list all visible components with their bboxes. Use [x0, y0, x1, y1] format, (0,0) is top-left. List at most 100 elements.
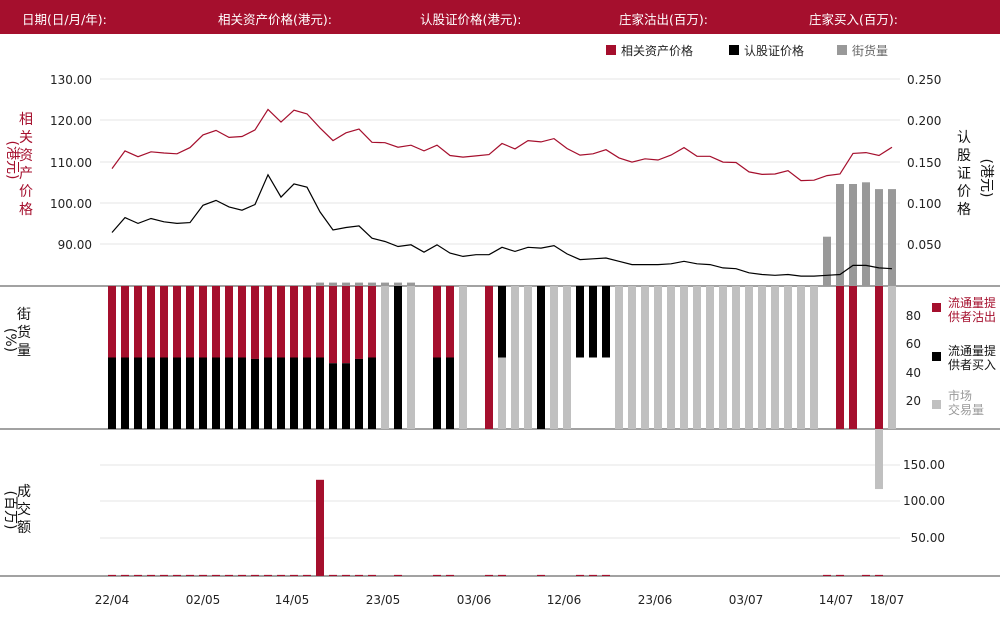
legend-mm-sell-label: 流通量提: [948, 295, 996, 310]
warrant-price-label: 认股证价格(港元):: [420, 12, 522, 27]
mm-sell-bar: [485, 286, 493, 429]
turnover-tick: 150.00: [903, 458, 945, 472]
right-axis-title-char: 股: [957, 148, 971, 164]
x-tick: 23/05: [366, 593, 401, 607]
turnover-bar: [316, 479, 324, 576]
mm-sell-bar: [836, 286, 844, 429]
market-bar: [381, 286, 389, 429]
mm-sell-bar: [160, 286, 168, 358]
right-tick: 0.250: [907, 73, 941, 87]
legend-market-label: 市场: [948, 388, 972, 403]
market-bar: [615, 286, 623, 429]
mm-sell-bar: [849, 286, 857, 429]
mm-buy-bar: [589, 286, 597, 358]
market-bar: [407, 286, 415, 429]
x-tick: 03/06: [457, 593, 492, 607]
turnover-bar: [108, 574, 116, 576]
market-bar: [459, 286, 467, 429]
turnover-bar: [212, 574, 220, 576]
left-tick: 100.00: [50, 197, 92, 211]
mid-axis-title-unit: (%): [2, 328, 18, 352]
legend-mm-buy-label: 流通量提: [948, 343, 996, 358]
turnover-bar: [342, 574, 350, 576]
turnover-bar: [836, 574, 844, 576]
mm-buy-bar: [342, 363, 350, 429]
mm-buy-bar: [264, 357, 272, 429]
turnover-bar: [433, 574, 441, 576]
mid-axis-title-char: 货: [17, 324, 31, 341]
turnover-bar: [602, 574, 610, 576]
turnover-bar: [186, 574, 194, 576]
x-tick: 22/04: [95, 593, 130, 607]
mm-buy-bar: [134, 357, 142, 429]
mm-sell-bar: [134, 286, 142, 358]
market-bar: [706, 286, 714, 429]
right-axis-title-char: 格: [957, 202, 971, 218]
asset-price-line: [111, 108, 893, 182]
pct-tick: 40: [906, 366, 921, 380]
mm-buy-bar: [199, 357, 207, 429]
market-bar: [797, 286, 805, 429]
market-bar: [641, 286, 649, 429]
mm-buy-bar: [433, 357, 441, 429]
mm-buy-bar: [121, 357, 129, 429]
left-axis-title-unit: (港元): [4, 141, 20, 180]
legend-swatch-outstanding: [837, 45, 847, 55]
market-bar: [680, 286, 688, 429]
turnover-bar: [121, 574, 129, 576]
mm-buy-bar: [277, 357, 285, 429]
mm-sell-bar: [277, 286, 285, 358]
left-tick: 110.00: [50, 156, 92, 170]
x-tick: 03/07: [729, 593, 764, 607]
mm-sell-bar: [238, 286, 246, 358]
mm-buy-bar: [173, 357, 181, 429]
asset-price-label: 相关资产价格(港元):: [218, 12, 332, 27]
left-axis-title-char: 格: [19, 202, 33, 218]
market-bar: [888, 286, 896, 429]
mm-buy-bar: [394, 286, 402, 429]
mm-sell-bar: [433, 286, 441, 358]
mm-sell-bar: [212, 286, 220, 358]
mm-buy-bar: [238, 357, 246, 429]
mm-sell-bar: [225, 286, 233, 358]
mm-sell-bar: [264, 286, 272, 358]
date-label: 日期(日/月/年):: [22, 12, 107, 27]
mm-sell-bar: [186, 286, 194, 358]
turnover-bar: [264, 574, 272, 576]
turnover-bar: [199, 574, 207, 576]
mm-sell-bar: [875, 286, 883, 429]
legend-swatch-asset: [606, 45, 616, 55]
market-bar: [771, 286, 779, 429]
outstanding-bar: [823, 236, 831, 286]
right-tick: 0.100: [907, 197, 941, 211]
turnover-bar: [862, 574, 870, 576]
turnover-bar: [823, 574, 831, 576]
bottom-axis-title-char: 额: [17, 520, 31, 536]
outstanding-bar: [329, 282, 337, 286]
outstanding-bar: [862, 182, 870, 286]
mm-buy-bar: [316, 357, 324, 429]
x-tick: 12/06: [547, 593, 582, 607]
right-tick: 0.150: [907, 156, 941, 170]
left-axis-title-char: 产: [19, 166, 33, 182]
mm-buy-bar: [537, 286, 545, 429]
right-tick: 0.200: [907, 114, 941, 128]
legend-mm-sell-label: 供者沽出: [948, 310, 996, 324]
mm-buy-bar: [108, 357, 116, 429]
outstanding-bar: [355, 282, 363, 286]
x-tick: 14/07: [819, 593, 854, 607]
turnover-bar: [394, 574, 402, 576]
market-bar: [654, 286, 662, 429]
legend-asset-label: 相关资产价格: [621, 43, 693, 58]
legend-outstanding-label: 街货量: [852, 43, 888, 58]
legend-swatch-market: [932, 400, 941, 409]
bottom-axis-title-char: 交: [17, 501, 31, 518]
mm-sell-bar: [368, 286, 376, 358]
mm-buy-bar: [212, 357, 220, 429]
x-tick: 14/05: [275, 593, 310, 607]
mid-axis-title-char: 街: [17, 307, 31, 323]
mm-sell-bar: [355, 286, 363, 359]
mm-sell-bar: [329, 286, 337, 364]
market-bar: [550, 286, 558, 429]
legend-warrant-label: 认股证价格: [744, 43, 804, 58]
